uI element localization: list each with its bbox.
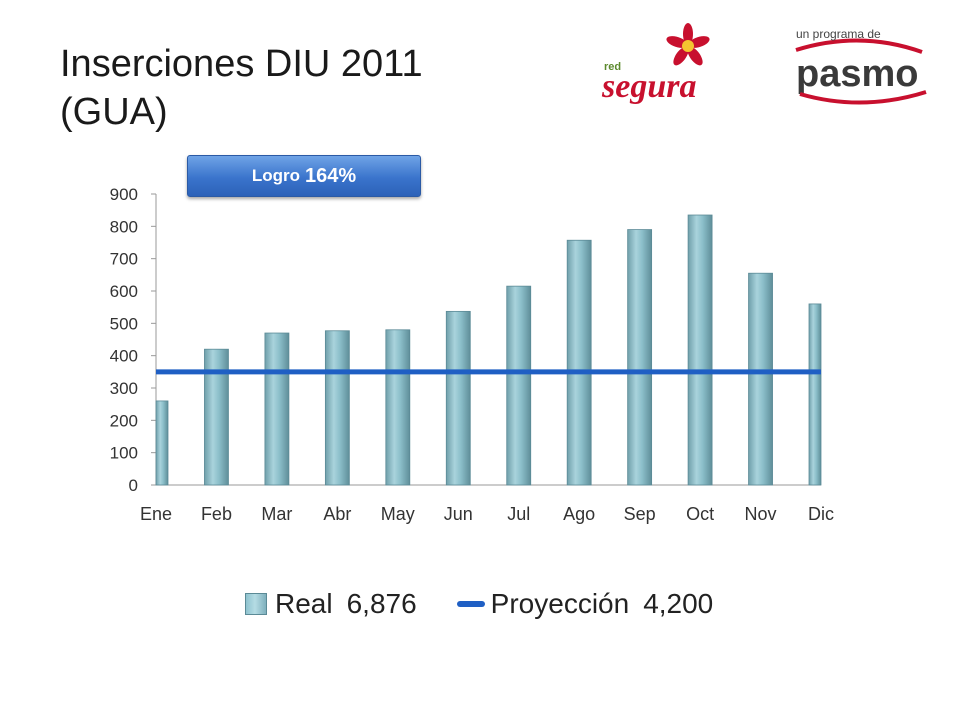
- y-tick-label: 600: [110, 282, 138, 301]
- y-tick-label: 300: [110, 379, 138, 398]
- bar-real: [808, 303, 822, 486]
- x-tick-label: Nov: [745, 504, 777, 524]
- title-line-1: Inserciones DIU 2011: [60, 43, 423, 85]
- x-tick-label: Sep: [624, 504, 656, 524]
- legend-projection-total: 4,200: [643, 588, 714, 619]
- x-tick-label: Feb: [201, 504, 232, 524]
- bar-real: [445, 310, 471, 486]
- red-segura-logo: red segura: [601, 23, 710, 105]
- x-tick-label: Oct: [686, 504, 714, 524]
- logo-red-text: red: [604, 61, 621, 73]
- x-tick-label: Abr: [323, 504, 351, 524]
- x-tick-label: Jul: [507, 504, 530, 524]
- chart-labels: 0 100 200 300 400 500 600 700 800 900 Ene Feb Mar Abr…: [110, 185, 834, 524]
- page-title: Inserciones DIU 2011 (GUA): [60, 40, 423, 136]
- chart-legend: Real 6,876 Proyección 4,200: [245, 588, 713, 620]
- x-tick-label: Ene: [140, 504, 172, 524]
- y-tick-label: 700: [110, 250, 138, 269]
- legend-projection: Proyección 4,200: [417, 588, 714, 620]
- bar-real: [264, 332, 290, 486]
- y-tick-label: 200: [110, 411, 138, 430]
- legend-real: Real 6,876: [245, 588, 417, 620]
- bar-real: [748, 272, 773, 486]
- title-line-2: (GUA): [60, 91, 168, 133]
- bar-real: [385, 329, 411, 486]
- y-tick-label: 500: [110, 314, 138, 333]
- legend-projection-swatch: [456, 601, 485, 607]
- logos: red segura un programa de pasmo: [601, 23, 927, 105]
- badge-value: 164%: [305, 164, 357, 187]
- y-tick-label: 0: [129, 476, 138, 495]
- x-tick-label: Mar: [261, 504, 292, 524]
- x-tick-label: Jun: [444, 504, 473, 524]
- legend-real-total: 6,876: [346, 588, 417, 619]
- bar-real: [506, 285, 532, 486]
- y-tick-label: 800: [110, 217, 138, 236]
- bar-real: [324, 330, 350, 486]
- legend-real-label: Real: [275, 588, 333, 619]
- y-tick-label: 100: [110, 444, 138, 463]
- x-tick-label: May: [381, 504, 415, 524]
- chart-bars: [155, 214, 822, 486]
- chart-axes: [151, 193, 821, 486]
- badge-label: Logro: [251, 166, 300, 185]
- logo-programa-text: un programa de: [796, 27, 881, 41]
- logo-pasmo-text: pasmo: [796, 53, 918, 95]
- bar-real: [155, 400, 169, 486]
- legend-real-swatch: [245, 593, 267, 615]
- logo-segura-text: segura: [601, 68, 696, 105]
- bar-real: [687, 214, 713, 486]
- achievement-badge: Logro 164%: [187, 155, 421, 197]
- bar-real: [566, 239, 592, 486]
- bar-real: [627, 229, 653, 486]
- pasmo-logo: un programa de pasmo: [795, 27, 927, 105]
- y-tick-label: 400: [110, 347, 138, 366]
- x-tick-label: Dic: [808, 504, 834, 524]
- legend-projection-label: Proyección: [490, 588, 630, 619]
- y-tick-label: 900: [110, 185, 138, 204]
- flower-icon: [666, 23, 710, 66]
- x-tick-label: Ago: [563, 504, 595, 524]
